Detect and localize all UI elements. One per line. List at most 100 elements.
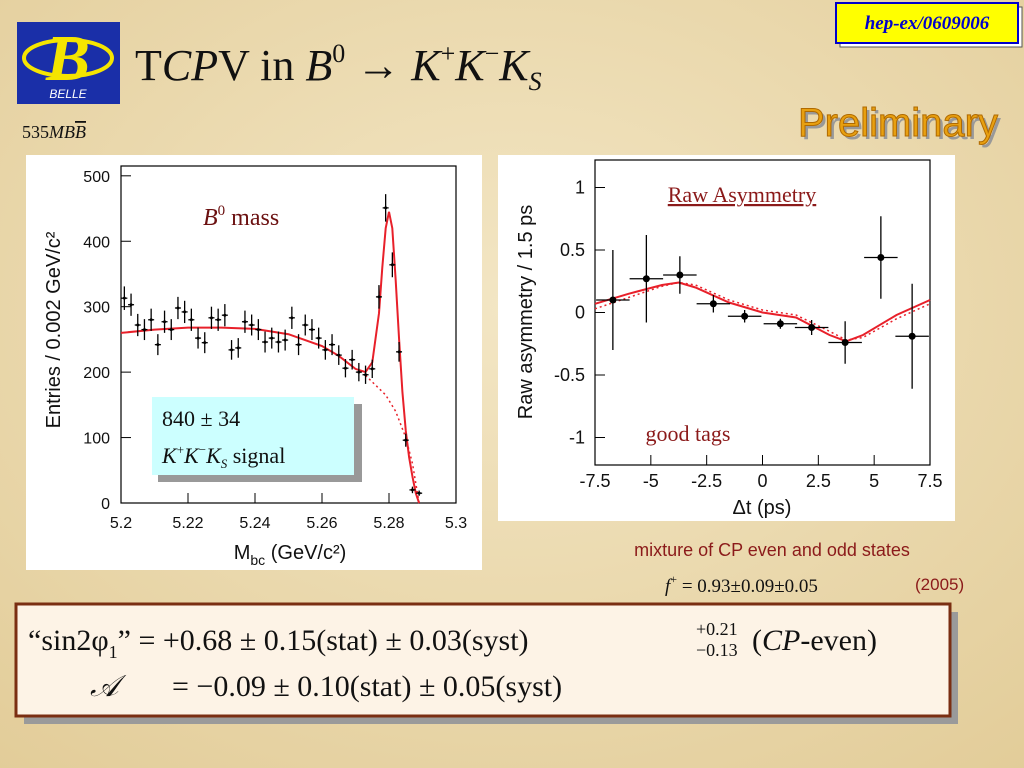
- data-point: [149, 318, 153, 322]
- result-error-down: −0.13: [696, 640, 738, 660]
- data-point: [270, 336, 274, 340]
- title-part: CP: [162, 41, 218, 90]
- data-point: [397, 350, 401, 354]
- x-tick-label: 0: [757, 471, 767, 491]
- x-tick-label: 5.28: [373, 515, 404, 532]
- data-point: [776, 320, 784, 328]
- data-point: [364, 373, 368, 377]
- result-part: (: [752, 624, 762, 657]
- signal-label-part: −: [199, 442, 206, 457]
- x-tick-label: 5.2: [110, 515, 132, 532]
- logo-letter: B: [45, 22, 90, 95]
- annotation: B0 mass: [203, 203, 279, 231]
- data-point: [203, 341, 207, 345]
- data-point: [343, 366, 347, 370]
- y-axis-label: Entries / 0.002 GeV/c²: [43, 231, 65, 428]
- result-part: 1: [109, 642, 118, 662]
- y-tick-label: 400: [83, 234, 110, 251]
- title-part: V in: [218, 41, 305, 90]
- fraction-part: = 0.93±0.09±0.05: [677, 576, 818, 597]
- plot-frame: [120, 165, 457, 504]
- title-part: K: [410, 41, 443, 90]
- data-point: [176, 306, 180, 310]
- data-point: [183, 310, 187, 314]
- x-tick-label: 5.3: [445, 515, 467, 532]
- data-point: [317, 336, 321, 340]
- x-axis-label-part: bc: [250, 552, 265, 568]
- x-tick-label: 2.5: [806, 471, 831, 491]
- signal-label: K+K−KS signal: [161, 442, 285, 471]
- data-point: [250, 323, 254, 327]
- title-part: 0: [332, 39, 345, 68]
- fraction-part: f: [665, 576, 673, 597]
- annotation-part: 0: [218, 203, 226, 219]
- data-point: [230, 348, 234, 352]
- panel: [26, 155, 482, 570]
- annotation: good tags: [646, 421, 731, 446]
- data-point: [417, 491, 421, 495]
- x-tick-label: -7.5: [579, 471, 610, 491]
- data-point: [263, 340, 267, 344]
- data-point: [142, 328, 146, 332]
- x-tick-label: 5.22: [172, 515, 203, 532]
- y-tick-label: 500: [83, 169, 110, 186]
- data-point: [169, 328, 173, 332]
- data-point: [350, 358, 354, 362]
- title-part: S: [529, 67, 542, 96]
- data-point: [216, 318, 220, 322]
- fraction-part: +: [670, 572, 677, 586]
- data-point: [129, 303, 133, 307]
- logo-name: BELLE: [49, 87, 87, 101]
- y-tick-label: 0.5: [560, 240, 585, 260]
- preliminary: Preliminary: [798, 101, 998, 145]
- title-part: →: [345, 41, 411, 90]
- signal-yield: 840 ± 34: [162, 406, 240, 431]
- title-part: +: [441, 39, 456, 68]
- result-part: CP: [762, 624, 800, 657]
- data-point: [908, 332, 916, 340]
- data-point: [290, 316, 294, 320]
- chart-title: Raw Asymmetry: [668, 182, 817, 207]
- result-error-up: +0.21: [696, 619, 738, 639]
- title-part: K: [454, 41, 487, 90]
- signal-label-part: S: [221, 456, 228, 471]
- data-point: [642, 275, 650, 283]
- data-point: [337, 353, 341, 357]
- x-axis-label-part: (GeV/c²): [265, 542, 346, 564]
- annotation-part: mass: [225, 205, 279, 231]
- data-point: [236, 346, 240, 350]
- data-point: [741, 312, 749, 320]
- data-point: [404, 438, 408, 442]
- panel: [498, 155, 955, 521]
- logo: [17, 22, 120, 104]
- signal-label-part: +: [177, 442, 184, 457]
- x-tick-label: 5.26: [306, 515, 337, 532]
- result-part: -even): [800, 624, 877, 657]
- signal-label-part: signal: [227, 443, 285, 468]
- title-part: B: [305, 41, 332, 90]
- data-point: [676, 271, 684, 279]
- data-point: [209, 316, 213, 320]
- data-point: [384, 206, 388, 210]
- data-point: [156, 343, 160, 347]
- data-point: [122, 296, 126, 300]
- y-tick-label: 1: [575, 178, 585, 198]
- signal-box: [152, 397, 354, 475]
- chart: -1 -0.5 0 0.5 1 -7.5 -5 -2.5 0 2.5 5 7.5: [554, 159, 943, 491]
- luminosity-part: B: [75, 122, 86, 142]
- x-axis-label: Δt (ps): [733, 497, 792, 519]
- luminosity-part: 535: [22, 122, 49, 142]
- result-part: “sin2φ: [28, 624, 109, 657]
- y-tick-label: 0: [101, 496, 110, 513]
- data-point: [808, 324, 816, 331]
- x-axis-label: Mbc (GeV/c²): [234, 542, 347, 568]
- x-tick-label: -2.5: [691, 471, 722, 491]
- signal-label-part: K: [205, 443, 222, 468]
- fraction: f+ = 0.93±0.09±0.05: [665, 572, 818, 597]
- title-part: K: [498, 41, 531, 90]
- fit-curve: [594, 281, 931, 343]
- title: TCPV in B0 → K+K−KS: [135, 39, 542, 96]
- y-tick-label: -1: [569, 428, 585, 448]
